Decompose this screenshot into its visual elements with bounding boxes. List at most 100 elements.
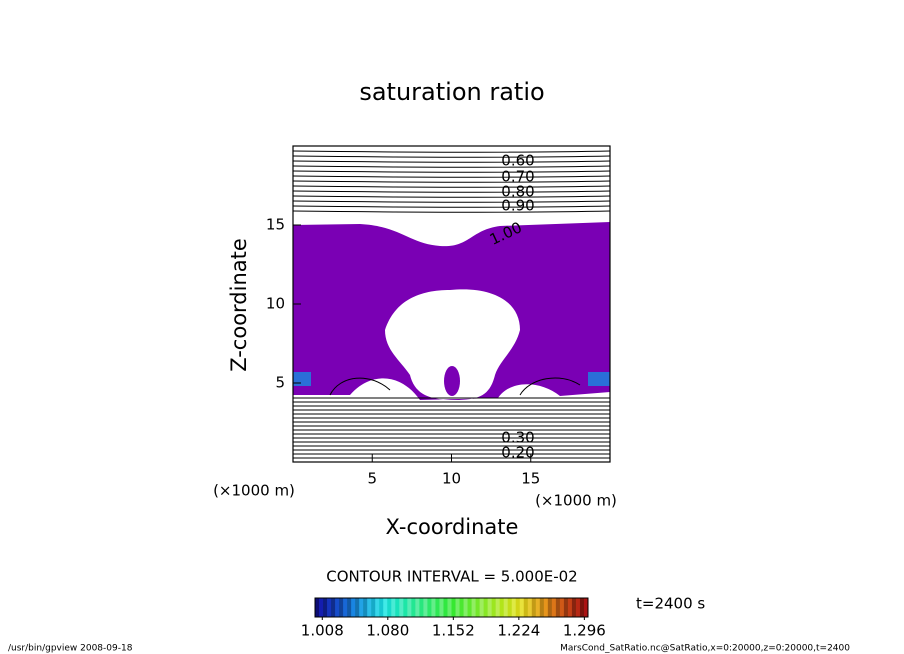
footer-left: /usr/bin/gpview 2008-09-18 — [8, 644, 133, 654]
x-unit-label: (×1000 m) — [535, 492, 617, 510]
colorbar-cell — [399, 598, 404, 617]
contour-label: 0.70 — [501, 168, 534, 186]
colorbar-cell — [539, 598, 545, 617]
x-axis-label: X-coordinate — [386, 515, 519, 539]
colorbar-cell — [467, 598, 473, 617]
contour-line — [292, 417, 611, 419]
colorbar-cell — [471, 598, 477, 617]
contour-line — [329, 377, 581, 396]
colorbar-cell — [543, 598, 549, 617]
saturated-region — [293, 222, 610, 400]
colorbar-cell — [375, 598, 380, 617]
contour-line — [292, 413, 611, 415]
colorbar-cell — [371, 598, 376, 617]
contour-line — [292, 433, 611, 435]
colorbar-cell — [511, 598, 517, 617]
contour-label: 0.80 — [501, 183, 534, 201]
colorbar-cell — [347, 598, 352, 617]
colorbar-cell — [447, 598, 452, 617]
colorbar-cell — [323, 598, 328, 617]
contour-line — [292, 190, 611, 193]
colorbar-cell — [475, 598, 481, 617]
colorbar-cell — [411, 598, 416, 617]
contour-line — [292, 155, 611, 158]
contour-line — [292, 397, 611, 399]
colorbar-cell — [527, 598, 533, 617]
colorbar-cell — [435, 598, 440, 617]
shade-patch — [588, 372, 610, 386]
contour-line — [292, 449, 611, 451]
y-tick-label: 10 — [266, 295, 285, 313]
colorbar-cell — [355, 598, 360, 617]
contour-line — [292, 160, 611, 163]
contour-line — [292, 165, 611, 168]
colorbar-cell — [547, 598, 553, 617]
colorbar-cell — [555, 598, 561, 617]
contour-line — [292, 445, 611, 447]
colorbar-cell — [367, 598, 372, 617]
colorbar-cell — [563, 598, 569, 617]
contour-line — [292, 195, 611, 198]
colorbar-cell — [479, 598, 485, 617]
colorbar-cell — [451, 598, 457, 617]
colorbar-cell — [431, 598, 436, 617]
colorbar-cell — [491, 598, 497, 617]
colorbar-cell — [455, 598, 461, 617]
colorbar-cell — [535, 598, 541, 617]
colorbar-frame — [314, 597, 589, 618]
colorbar-cell — [507, 598, 513, 617]
colorbar-tick-label: 1.008 — [301, 622, 344, 640]
colorbar-cell — [339, 598, 344, 617]
saturated-region — [444, 366, 460, 396]
contour-line — [292, 200, 611, 203]
colorbar-cell — [571, 598, 577, 617]
colorbar-cell — [423, 598, 428, 617]
colorbar-cell — [319, 598, 324, 617]
colorbar-cell — [363, 598, 368, 617]
colorbar-cell — [575, 598, 581, 617]
contour-line — [292, 175, 611, 178]
contour-label: 0.30 — [501, 429, 534, 447]
colorbar-cell — [531, 598, 537, 617]
contour-line — [292, 441, 611, 443]
colorbar-cell — [499, 598, 505, 617]
footer-right: MarsCond_SatRatio.nc@SatRatio,x=0:20000,… — [560, 644, 850, 654]
colorbar-cell — [559, 598, 565, 617]
colorbar-cell — [567, 598, 573, 617]
colorbar-cell — [551, 598, 557, 617]
contour-line — [292, 210, 611, 213]
colorbar-tick-label: 1.080 — [366, 622, 409, 640]
time-label: t=2400 s — [636, 595, 705, 613]
colorbar-cell — [395, 598, 400, 617]
y-unit-label: (×1000 m) — [213, 482, 295, 500]
shade-patch — [293, 372, 311, 386]
colorbar-cell — [335, 598, 340, 617]
chart-title: saturation ratio — [359, 78, 544, 106]
colorbar-cell — [391, 598, 396, 617]
colorbar-cell — [387, 598, 392, 617]
contour-label: 0.90 — [501, 197, 534, 215]
colorbar-cell — [403, 598, 408, 617]
colorbar-cell — [351, 598, 356, 617]
colorbar: 1.008 1.080 1.152 1.224 1.296 — [301, 597, 606, 640]
colorbar-cell — [459, 598, 465, 617]
y-tick-label: 15 — [266, 216, 285, 234]
colorbar-cell — [519, 598, 525, 617]
colorbar-cell — [503, 598, 509, 617]
colorbar-cell — [487, 598, 493, 617]
contour-line — [292, 429, 611, 431]
contour-label: 0.20 — [501, 444, 534, 462]
colorbar-cell — [523, 598, 529, 617]
plot-area — [292, 145, 611, 463]
contour-line — [292, 409, 611, 411]
colorbar-cell — [419, 598, 424, 617]
contour-line — [292, 205, 611, 208]
contour-line — [292, 425, 611, 427]
contour-line — [292, 180, 611, 183]
colorbar-cell — [407, 598, 412, 617]
colorbar-cell — [443, 598, 448, 617]
contour-line — [292, 170, 611, 173]
y-axis-label: Z-coordinate — [227, 238, 251, 372]
colorbar-cell — [579, 598, 585, 617]
